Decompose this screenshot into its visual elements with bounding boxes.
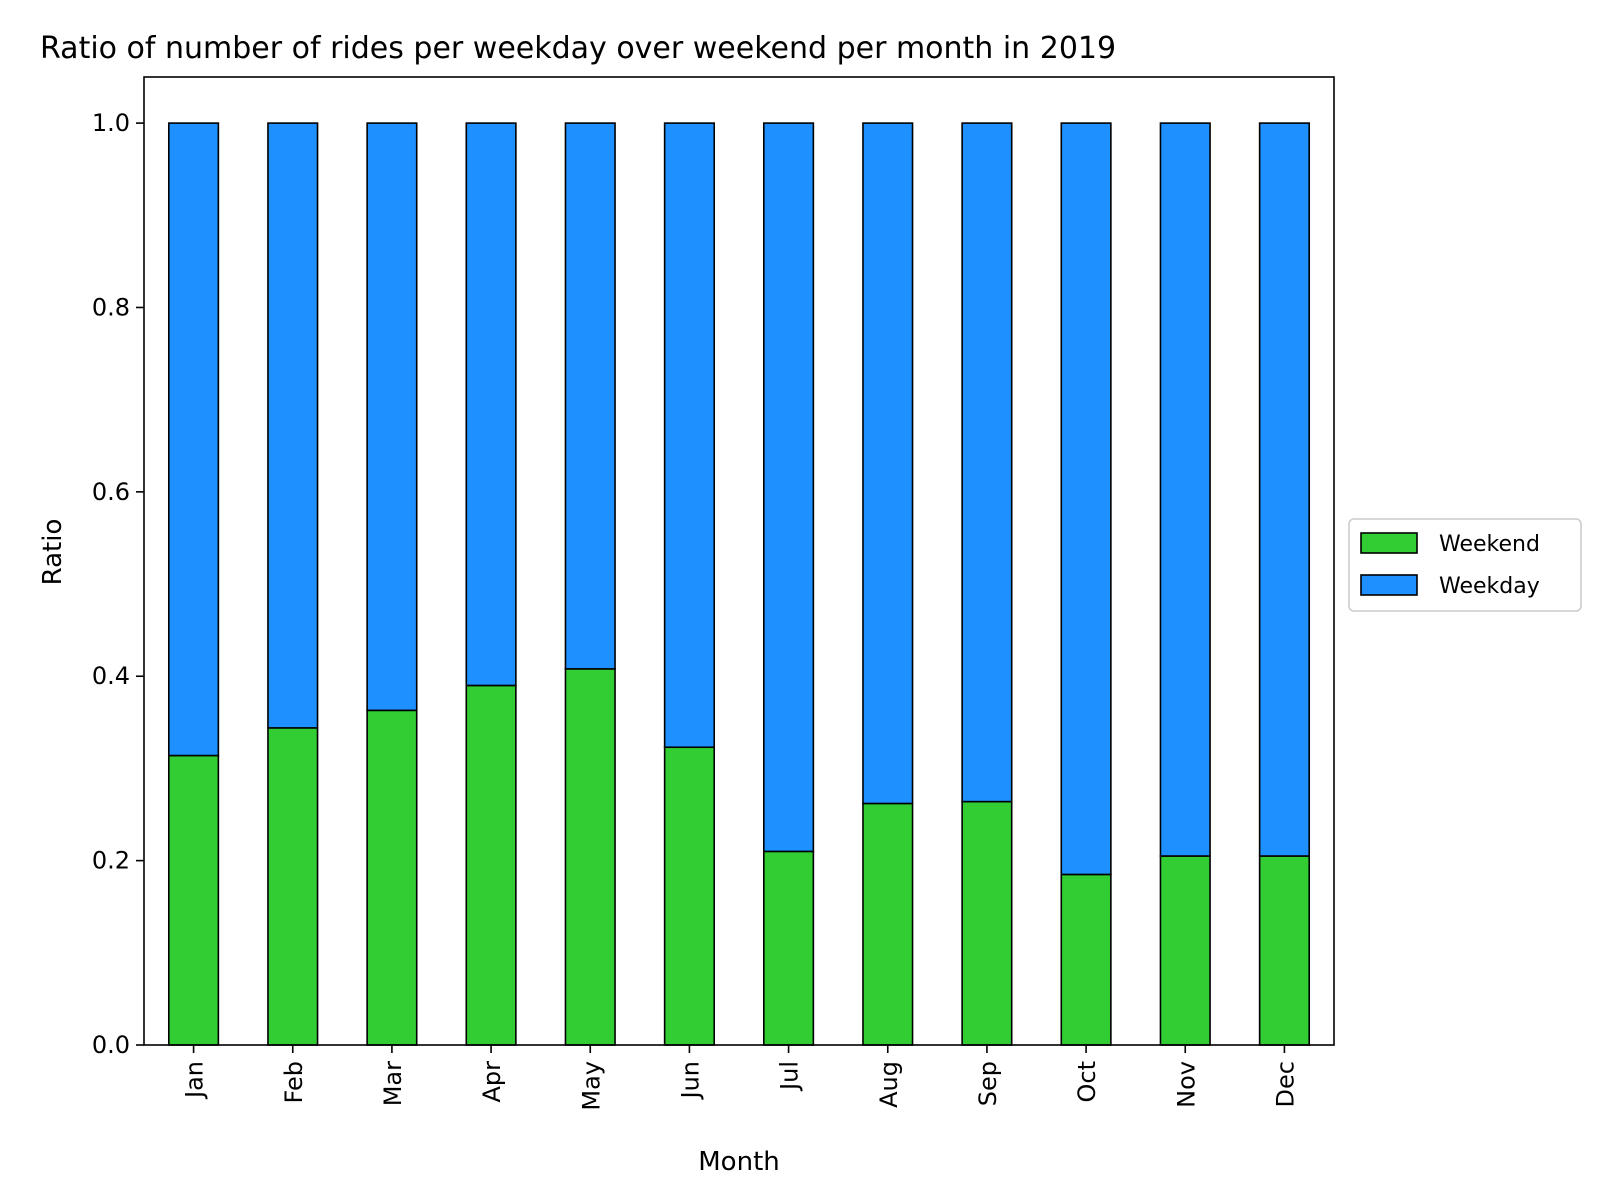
x-tick-label-aug: Aug bbox=[875, 1061, 903, 1108]
y-tick-label: 0.0 bbox=[92, 1031, 130, 1059]
y-tick-label: 1.0 bbox=[92, 109, 130, 137]
x-tick-label-oct: Oct bbox=[1073, 1061, 1101, 1103]
x-tick-label-jul: Jul bbox=[776, 1061, 804, 1092]
bar-weekend-feb bbox=[267, 727, 319, 1046]
bar-weekend-dec bbox=[1258, 855, 1311, 1046]
bar-weekend-sep bbox=[961, 800, 1013, 1046]
bar-weekend-jul bbox=[762, 850, 815, 1046]
bar-weekday-apr bbox=[465, 122, 517, 687]
bar-weekday-jul bbox=[762, 122, 815, 853]
bar-weekend-jun bbox=[663, 746, 716, 1046]
x-tick-label-may: May bbox=[577, 1061, 605, 1111]
legend-swatch-weekday bbox=[1360, 574, 1418, 596]
x-tick-label-apr: Apr bbox=[478, 1061, 506, 1103]
bar-weekday-feb bbox=[267, 122, 319, 729]
legend-label-weekday: Weekday bbox=[1439, 574, 1540, 599]
bar-weekend-jan bbox=[167, 754, 220, 1046]
bar-weekend-may bbox=[564, 668, 616, 1046]
bar-weekend-mar bbox=[366, 709, 418, 1046]
bar-weekday-nov bbox=[1159, 122, 1211, 857]
y-tick-label: 0.2 bbox=[92, 847, 130, 875]
x-tick-label-jan: Jan bbox=[181, 1061, 209, 1100]
y-axis: 0.0 0.2 0.4 0.6 0.8 1.0 bbox=[92, 109, 144, 1059]
x-tick-label-nov: Nov bbox=[1172, 1061, 1200, 1108]
x-tick-label-dec: Dec bbox=[1271, 1061, 1299, 1107]
legend: Weekend Weekday bbox=[1348, 518, 1582, 612]
x-tick-label-jun: Jun bbox=[676, 1061, 704, 1101]
bar-weekday-mar bbox=[366, 122, 418, 712]
bar-weekend-oct bbox=[1060, 873, 1112, 1046]
legend-label-weekend: Weekend bbox=[1439, 532, 1540, 557]
plot-area-frame bbox=[143, 76, 1335, 1046]
y-tick-label: 0.6 bbox=[92, 478, 130, 506]
chart-title: Ratio of number of rides per weekday ove… bbox=[40, 31, 1116, 66]
bar-weekday-may bbox=[564, 122, 616, 670]
y-tick-label: 0.8 bbox=[92, 293, 130, 321]
bar-weekday-jun bbox=[663, 122, 716, 749]
bar-weekday-oct bbox=[1060, 122, 1112, 876]
x-tick-label-sep: Sep bbox=[974, 1061, 1002, 1106]
bar-weekday-jan bbox=[167, 122, 220, 757]
bar-weekday-aug bbox=[862, 122, 914, 805]
x-axis-title: Month bbox=[698, 1147, 780, 1177]
x-tick-label-mar: Mar bbox=[379, 1061, 407, 1106]
bar-weekday-sep bbox=[961, 122, 1013, 803]
legend-swatch-weekend bbox=[1360, 532, 1418, 554]
bar-weekend-aug bbox=[862, 802, 914, 1046]
bar-weekday-dec bbox=[1258, 122, 1311, 857]
x-axis: Jan Feb Mar Apr May Jun Jul Aug Sep Oct Nov Dec bbox=[181, 1045, 1299, 1111]
x-tick-label-feb: Feb bbox=[280, 1061, 308, 1104]
y-tick-label: 0.4 bbox=[92, 662, 130, 690]
bars-layer bbox=[167, 122, 1311, 1046]
bar-weekend-nov bbox=[1159, 855, 1211, 1046]
y-axis-title: Ratio bbox=[38, 519, 68, 586]
bar-weekend-apr bbox=[465, 684, 517, 1046]
